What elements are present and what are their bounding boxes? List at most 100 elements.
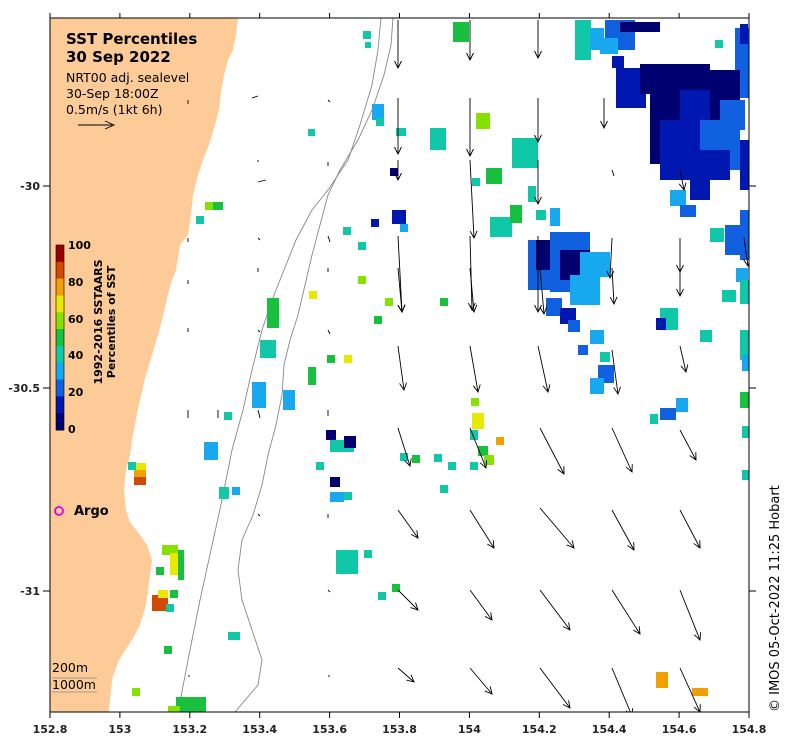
sst-cell <box>376 118 384 126</box>
sst-cell <box>344 436 356 448</box>
sst-cell <box>152 595 168 611</box>
sst-cell <box>740 24 748 44</box>
current-vector <box>397 667 415 683</box>
sst-cell <box>396 128 406 136</box>
sst-cell <box>660 408 676 420</box>
sst-cell <box>178 550 184 580</box>
credit-text: © IMOS 05-Oct-2022 11:25 Hobart <box>768 485 783 712</box>
sst-cell <box>196 216 204 224</box>
sst-cell <box>740 280 749 304</box>
current-vector <box>679 509 701 549</box>
current-vector <box>257 179 267 183</box>
sst-cell <box>364 550 372 558</box>
depth-label-1000m: 1000m <box>52 677 96 692</box>
colorbar-title: 1992-2016 SSTAARS Percentiles of SST <box>92 232 118 412</box>
sst-cell <box>260 340 276 358</box>
current-vector <box>394 160 402 182</box>
sst-cell <box>400 224 408 232</box>
sst-cell <box>478 446 488 456</box>
sst-cell <box>390 168 398 176</box>
colorbar-title-line1: 1992-2016 SSTAARS <box>92 259 105 385</box>
sst-cell <box>363 31 371 39</box>
sst-cell <box>228 632 240 640</box>
current-vectors <box>187 20 749 712</box>
sst-cell <box>412 455 420 463</box>
sst-cell <box>692 688 708 696</box>
sst-cell <box>680 205 696 217</box>
x-tick-label: 153 <box>108 723 131 736</box>
sst-cell <box>496 437 504 445</box>
sst-cell <box>316 462 324 470</box>
current-vector <box>469 589 493 621</box>
sst-cell <box>224 412 232 420</box>
sst-cell <box>590 378 604 394</box>
sst-cell <box>166 604 174 612</box>
sst-cell <box>162 545 178 555</box>
colorbar-tick-100: 100 <box>68 239 91 252</box>
title-line1: SST Percentiles <box>66 30 198 48</box>
sst-percentile-cells <box>128 20 749 712</box>
sst-cell <box>392 210 406 224</box>
current-vector <box>676 268 684 298</box>
sst-cell <box>358 242 366 250</box>
current-vector <box>539 507 575 549</box>
sst-cell <box>358 276 366 284</box>
sst-cell <box>344 492 352 500</box>
sst-cell <box>600 38 618 54</box>
sst-cell <box>650 414 658 424</box>
sst-cell <box>575 20 591 60</box>
sst-cell <box>176 697 206 712</box>
sst-cell <box>168 706 180 712</box>
sst-cell <box>267 298 279 328</box>
sst-cell <box>158 590 168 598</box>
sst-cell <box>336 550 358 574</box>
x-tick-label: 154.8 <box>732 723 767 736</box>
colorbar-swatch <box>56 261 64 280</box>
sst-cell <box>343 227 351 235</box>
current-vector <box>397 509 419 539</box>
sst-cell <box>472 413 484 429</box>
sst-cell <box>372 104 384 120</box>
x-axis: 152.8 153 153.2 153.4 153.6 153.8 154 154.2 154.… <box>33 13 767 736</box>
y-tick-label: -30 <box>20 180 40 193</box>
current-vector <box>466 98 474 158</box>
sst-cell <box>327 355 335 363</box>
subtitle-line2: 30-Sep 18:00Z <box>66 86 159 101</box>
sst-cell <box>736 268 748 282</box>
sst-cell <box>205 202 213 210</box>
sst-cell <box>132 688 140 696</box>
sst-cell <box>700 330 712 342</box>
current-vector <box>469 667 493 695</box>
x-tick-label: 154.4 <box>592 723 627 736</box>
current-vector <box>257 409 261 419</box>
current-vector <box>469 427 488 469</box>
sst-cell <box>742 355 749 371</box>
current-vector <box>467 235 476 312</box>
colorbar-swatch <box>56 379 64 397</box>
colorbar-tick-80: 80 <box>68 276 84 289</box>
current-vector <box>534 20 542 60</box>
argo-marker <box>54 506 64 516</box>
sst-cell <box>742 426 749 438</box>
current-vector <box>611 349 621 395</box>
current-vector <box>469 509 495 549</box>
contour-1000m <box>234 18 394 712</box>
sst-cell <box>440 298 448 306</box>
sst-cell <box>700 150 730 180</box>
sst-cell <box>740 330 749 360</box>
x-tick-label: 153.2 <box>172 723 207 736</box>
current-vector <box>394 20 402 70</box>
current-vector <box>539 427 565 475</box>
land-area <box>50 18 238 712</box>
sst-cell <box>676 398 688 412</box>
current-vector <box>679 589 702 641</box>
sst-cell <box>330 492 344 502</box>
sst-cell <box>330 477 340 487</box>
sst-cell <box>470 430 478 440</box>
current-vector <box>611 509 635 551</box>
x-tick-label: 153.6 <box>312 723 347 736</box>
sst-cell <box>164 646 172 654</box>
colorbar-swatch <box>56 396 64 414</box>
current-vector <box>611 427 633 473</box>
colorbar-frame <box>55 244 65 431</box>
